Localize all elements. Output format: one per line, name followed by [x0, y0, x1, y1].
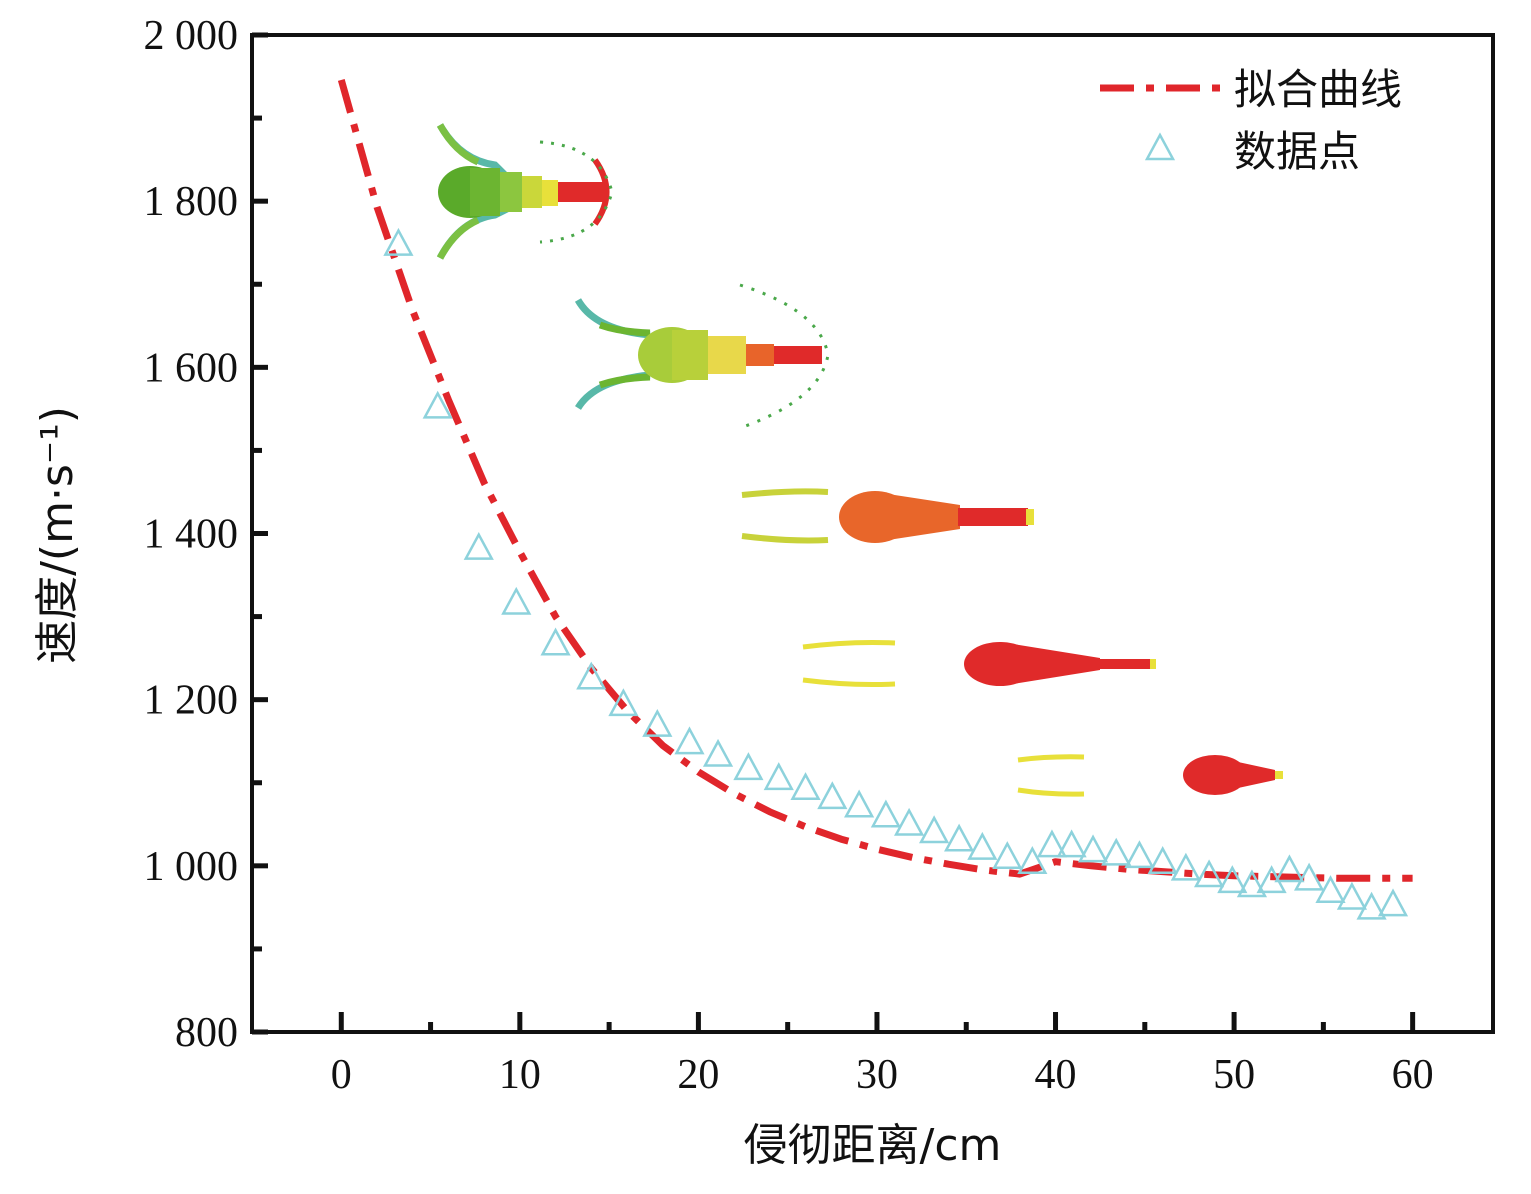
data-point	[674, 726, 705, 755]
data-point	[1293, 862, 1325, 891]
data-point	[1077, 834, 1109, 863]
data-point	[1217, 865, 1248, 894]
data-point	[422, 390, 453, 419]
data-point	[1274, 854, 1305, 883]
data-point	[992, 841, 1023, 869]
fit-curve	[337, 78, 1413, 882]
data-point	[870, 799, 901, 828]
data-point	[1147, 846, 1178, 874]
data-point	[967, 831, 998, 860]
data-point	[919, 815, 950, 844]
x-tick-label: 30	[856, 1052, 898, 1098]
data-point	[1236, 869, 1268, 898]
x-tick-label: 40	[1035, 1052, 1077, 1098]
legend-marker-swatch	[1144, 132, 1176, 161]
x-tick-label: 20	[677, 1052, 719, 1098]
data-point	[1056, 829, 1087, 858]
data-point	[944, 823, 975, 852]
data-point	[1101, 837, 1132, 866]
x-tick-label: 50	[1213, 1052, 1255, 1098]
data-point	[576, 661, 607, 690]
y-tick-label: 1 200	[144, 678, 239, 724]
data-point	[1356, 891, 1387, 920]
data-point	[763, 762, 794, 791]
data-point	[844, 789, 875, 818]
penetration-snapshot-4	[802, 640, 1156, 687]
x-tick-label: 10	[499, 1052, 541, 1098]
data-point	[702, 738, 734, 767]
data-point	[1336, 881, 1368, 910]
penetration-snapshot-2	[574, 283, 830, 430]
y-tick-label: 1 800	[144, 179, 239, 225]
data-point	[894, 807, 925, 836]
y-tick-label: 1 000	[144, 844, 239, 890]
legend-label: 数据点	[1234, 127, 1360, 176]
data-point	[790, 772, 821, 801]
penetration-snapshot-3	[741, 488, 1034, 544]
data-point	[1124, 840, 1155, 869]
data-point	[1193, 859, 1225, 888]
data-point	[501, 586, 532, 615]
data-point	[1017, 846, 1048, 874]
y-tick-label: 800	[175, 1010, 238, 1056]
data-point	[1377, 888, 1409, 917]
x-tick-label: 0	[331, 1052, 352, 1098]
data-point	[733, 752, 764, 781]
data-point	[642, 708, 673, 737]
data-point	[608, 688, 639, 717]
y-tick-label: 2 000	[144, 13, 239, 59]
data-point	[383, 227, 414, 256]
penetration-snapshot-5	[1017, 754, 1283, 797]
x-tick-label: 60	[1392, 1052, 1434, 1098]
penetration-snapshot-1	[436, 123, 614, 260]
data-point	[1315, 875, 1346, 904]
y-axis-title: 速度/(m·s⁻¹)	[32, 406, 83, 664]
data-point	[1170, 852, 1201, 881]
y-tick-label: 1 600	[144, 345, 239, 391]
y-tick-label: 1 400	[144, 512, 239, 558]
data-point	[1036, 829, 1068, 858]
data-point	[540, 627, 571, 656]
data-point	[463, 531, 494, 560]
legend-label: 拟合曲线	[1234, 65, 1402, 114]
x-axis-title: 侵彻距离/cm	[744, 1120, 1002, 1171]
penetration-snapshots	[436, 123, 1283, 797]
data-point	[817, 781, 848, 810]
